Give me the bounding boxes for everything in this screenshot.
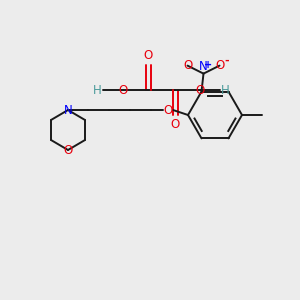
Text: -: - bbox=[224, 56, 229, 66]
Text: O: O bbox=[183, 59, 192, 72]
Text: O: O bbox=[118, 83, 127, 97]
Text: H: H bbox=[93, 83, 102, 97]
Text: O: O bbox=[215, 59, 224, 72]
Text: O: O bbox=[164, 103, 172, 116]
Text: N: N bbox=[64, 103, 72, 116]
Text: +: + bbox=[204, 60, 213, 70]
Text: O: O bbox=[143, 49, 153, 62]
Text: O: O bbox=[63, 143, 73, 157]
Text: O: O bbox=[195, 83, 205, 97]
Text: N: N bbox=[199, 60, 208, 73]
Text: H: H bbox=[221, 83, 230, 97]
Text: O: O bbox=[170, 118, 180, 131]
